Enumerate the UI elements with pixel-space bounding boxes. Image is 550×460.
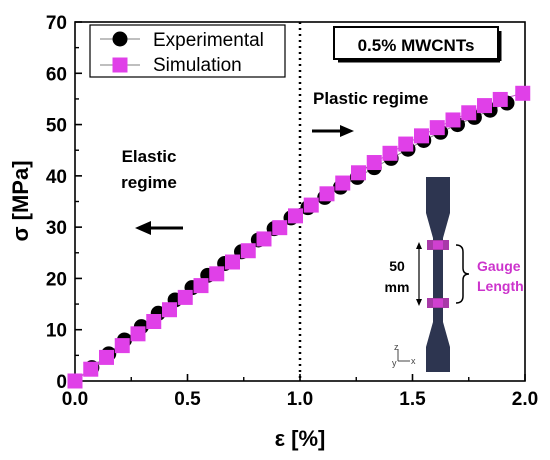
data-point-simulation bbox=[67, 373, 83, 389]
data-point-simulation bbox=[445, 112, 461, 128]
gauge-brace-icon bbox=[455, 244, 470, 304]
y-tick-label: 70 bbox=[46, 13, 67, 34]
data-point-simulation bbox=[272, 220, 288, 236]
data-point-simulation bbox=[146, 314, 162, 330]
material-badge-box bbox=[333, 26, 499, 60]
length-arrow-bottom-icon bbox=[416, 299, 422, 306]
y-axis-label: σ [MPa] bbox=[8, 160, 33, 241]
triad-z-label: z bbox=[394, 342, 399, 352]
material-badge: 0.5% MWCNTs bbox=[358, 36, 475, 55]
data-point-simulation bbox=[209, 266, 225, 282]
data-point-simulation bbox=[99, 349, 114, 365]
data-point-simulation bbox=[303, 197, 319, 213]
legend-label-simulation: Simulation bbox=[153, 55, 242, 76]
length-arrow-top-icon bbox=[416, 242, 422, 249]
x-axis-label: ε [%] bbox=[275, 426, 326, 451]
data-point-simulation bbox=[130, 326, 146, 342]
y-tick-label: 0 bbox=[56, 372, 67, 393]
data-point-simulation bbox=[351, 165, 366, 181]
data-point-simulation bbox=[461, 105, 477, 121]
y-tick-label: 60 bbox=[46, 64, 67, 85]
y-tick-label: 30 bbox=[46, 218, 67, 239]
y-tick-label: 40 bbox=[46, 167, 67, 188]
elastic-regime-label-line2: regime bbox=[121, 173, 177, 192]
specimen-dogbone-shape bbox=[426, 177, 450, 372]
data-point-simulation bbox=[366, 155, 382, 171]
length-value: 50 bbox=[389, 258, 405, 274]
data-point-simulation bbox=[114, 338, 130, 354]
x-tick-label: 1.5 bbox=[399, 389, 426, 410]
x-tick-label: 1.0 bbox=[287, 389, 313, 410]
data-point-simulation bbox=[398, 136, 414, 152]
data-point-simulation bbox=[177, 289, 193, 305]
data-point-simulation bbox=[256, 231, 272, 247]
plastic-regime-label: Plastic regime bbox=[313, 89, 428, 108]
x-tick-label: 2.0 bbox=[512, 389, 538, 410]
y-tick-label: 50 bbox=[46, 116, 67, 137]
specimen-illustration: 50 mm Gauge Length z x y bbox=[385, 177, 524, 372]
data-point-simulation bbox=[288, 208, 303, 224]
gauge-marker-bottom-core bbox=[433, 299, 443, 307]
ticks-layer: 0.0 0.5 1.0 1.5 2.0 0 10 20 30 40 50 60 70 bbox=[46, 13, 538, 410]
elastic-arrow-icon bbox=[135, 221, 151, 235]
data-point-simulation bbox=[83, 361, 99, 377]
legend: Experimental Simulation bbox=[89, 24, 286, 78]
plastic-arrow-icon bbox=[340, 125, 354, 137]
length-unit: mm bbox=[385, 279, 410, 295]
data-point-simulation bbox=[225, 254, 240, 270]
triad-x-label: x bbox=[411, 356, 416, 366]
elastic-regime-label-line1: Elastic bbox=[122, 147, 177, 166]
y-tick-label: 20 bbox=[46, 269, 67, 290]
triad-y-label: y bbox=[392, 358, 397, 368]
data-point-simulation bbox=[477, 98, 492, 114]
data-point-simulation bbox=[335, 175, 351, 191]
data-point-simulation bbox=[492, 91, 508, 107]
data-point-simulation bbox=[414, 128, 429, 144]
data-point-simulation bbox=[515, 85, 531, 101]
series-markers bbox=[67, 85, 531, 389]
y-tick-label: 10 bbox=[46, 321, 67, 342]
gauge-marker-top-core bbox=[433, 241, 443, 249]
data-point-simulation bbox=[319, 186, 335, 202]
legend-label-experimental: Experimental bbox=[153, 30, 264, 51]
data-point-simulation bbox=[429, 120, 445, 136]
x-tick-label: 0.0 bbox=[62, 389, 88, 410]
x-tick-label: 0.5 bbox=[174, 389, 201, 410]
legend-marker-experimental bbox=[112, 31, 128, 47]
data-point-simulation bbox=[162, 302, 177, 318]
gauge-label-line1: Gauge bbox=[477, 258, 521, 274]
gauge-label-line2: Length bbox=[477, 278, 524, 294]
legend-marker-simulation bbox=[112, 57, 128, 73]
data-point-simulation bbox=[382, 145, 398, 161]
data-point-simulation bbox=[240, 243, 256, 259]
data-point-simulation bbox=[193, 278, 209, 294]
